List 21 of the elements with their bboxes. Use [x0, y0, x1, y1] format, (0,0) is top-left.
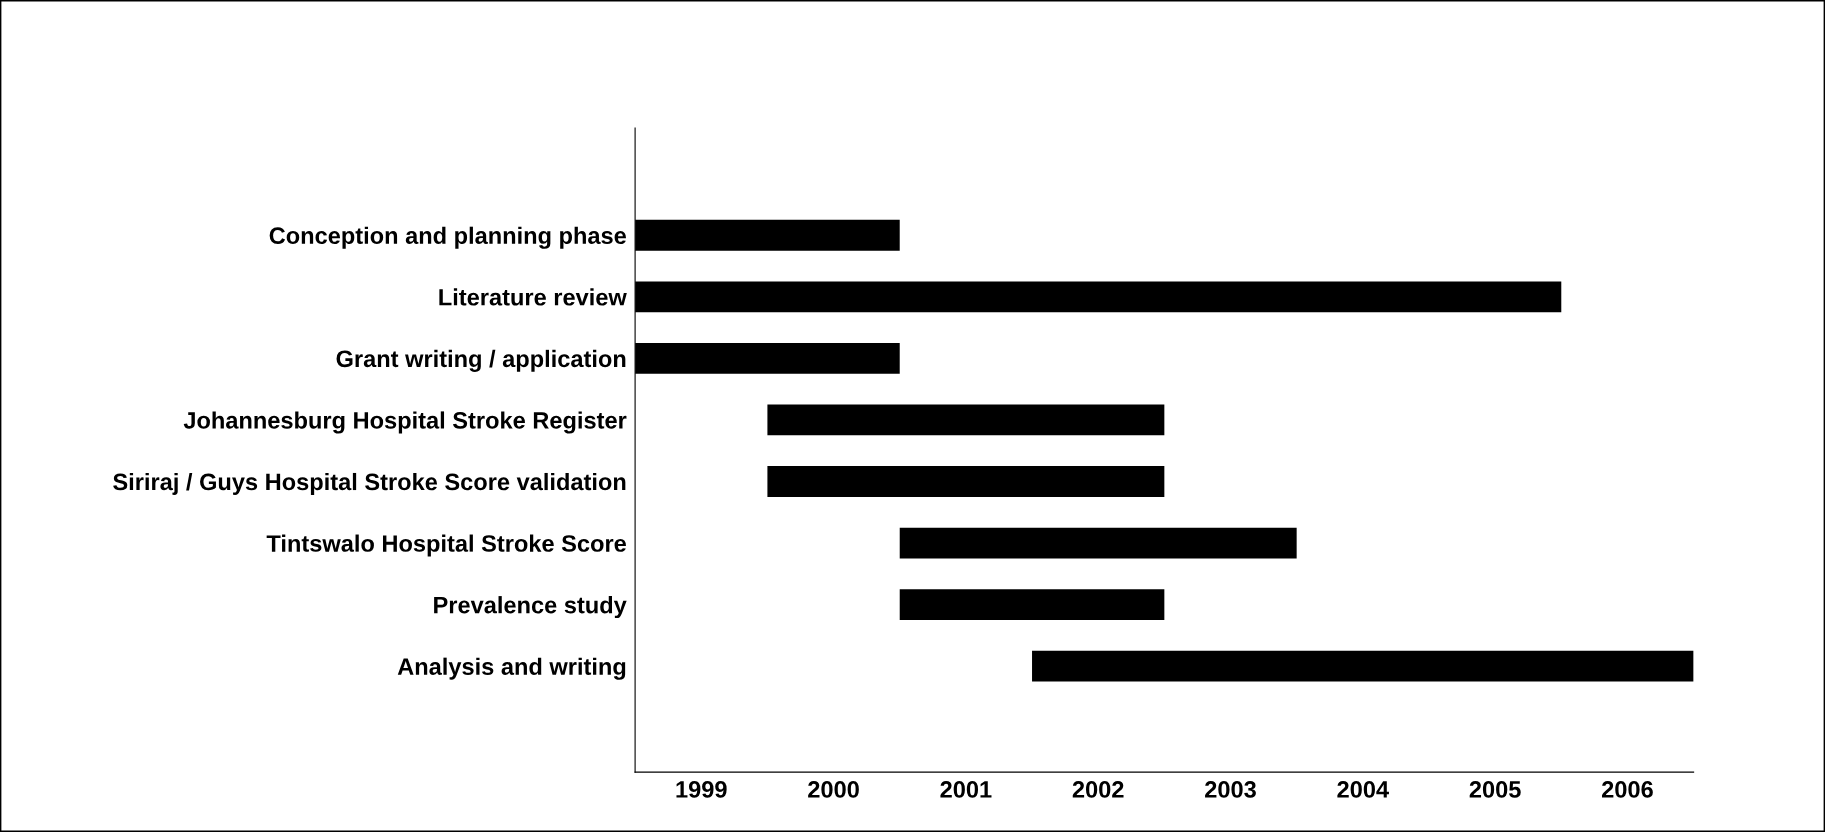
x-tick-label: 2003	[1205, 781, 1256, 798]
x-tick-label: 2000	[808, 781, 859, 798]
y-tick-label: Grant writing / application	[336, 349, 626, 372]
x-tick-label: 1999	[676, 781, 727, 798]
y-tick-label: Siriraj / Guys Hospital Stroke Score validation	[113, 472, 626, 495]
x-tick-label: 2006	[1602, 781, 1653, 798]
y-tick-label: Johannesburg Hospital Stroke Register	[183, 411, 627, 434]
y-tick-label: Prevalence study	[434, 596, 627, 619]
x-tick-label: 2005	[1469, 781, 1521, 798]
bar	[899, 589, 1165, 621]
x-tick-label: 2004	[1337, 781, 1389, 798]
bar	[767, 404, 1165, 436]
bar	[767, 466, 1165, 497]
bar	[899, 527, 1297, 559]
x-tick-label: 2002	[1072, 781, 1124, 798]
y-tick-label: Analysis and writing	[397, 657, 626, 680]
y-tick-label: Literature review	[439, 288, 627, 306]
x-tick-label: 2001	[940, 781, 992, 798]
y-tick-label: Tintswalo Hospital Stroke Score	[266, 534, 626, 557]
bar	[1032, 650, 1694, 682]
y-tick-label: Conception and planning phase	[269, 226, 626, 249]
